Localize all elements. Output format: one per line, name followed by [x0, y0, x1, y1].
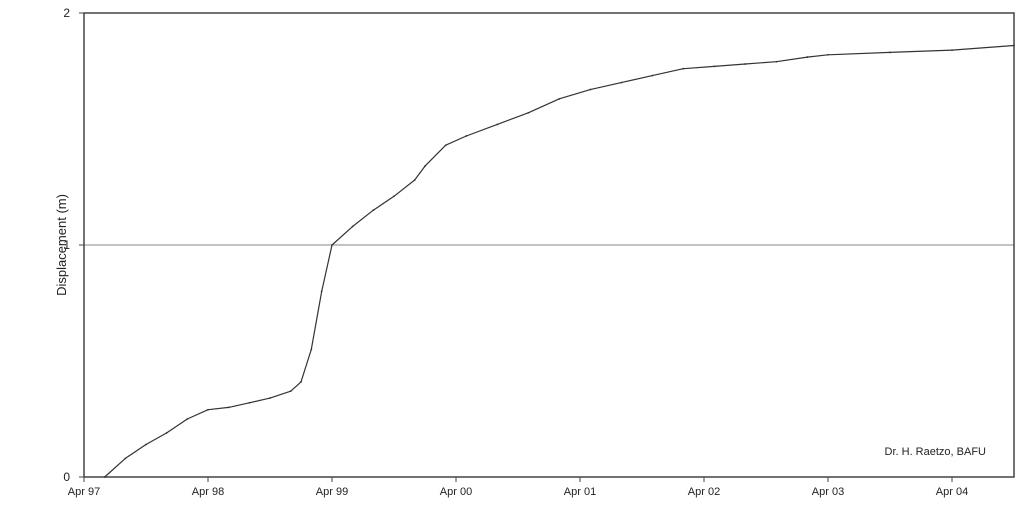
data-point	[744, 63, 747, 65]
data-point	[424, 165, 426, 168]
data-point	[620, 81, 623, 84]
data-point	[775, 60, 778, 63]
data-point	[103, 476, 106, 478]
x-tick-label: Apr 02	[688, 486, 720, 498]
data-point	[289, 390, 292, 393]
x-tick-label: Apr 99	[316, 486, 348, 498]
data-point	[806, 56, 809, 58]
data-point	[207, 408, 209, 411]
credit-annotation: Dr. H. Raetzo, BAFU	[885, 446, 987, 458]
data-point	[269, 397, 271, 400]
x-tick-label: Apr 98	[192, 486, 224, 498]
series-line	[104, 44, 1015, 478]
x-tick-label: Apr 01	[564, 486, 596, 498]
data-point	[393, 195, 395, 198]
series-layer	[103, 44, 1015, 478]
data-point	[331, 244, 333, 246]
y-tick-label: 1	[63, 238, 70, 252]
data-point	[310, 348, 313, 351]
data-point	[1013, 44, 1015, 47]
data-point	[827, 53, 829, 56]
data-point	[527, 111, 530, 114]
data-point	[651, 74, 654, 77]
x-tick-label: Apr 00	[440, 486, 472, 498]
x-tick-label: Apr 03	[812, 486, 844, 498]
data-point	[889, 51, 891, 54]
data-point	[372, 209, 375, 212]
x-tick-label: Apr 97	[68, 486, 100, 498]
data-point	[444, 144, 447, 147]
y-tick-layer: 0 1 2	[63, 6, 84, 484]
y-axis-label: Displacement (m)	[54, 194, 69, 296]
data-point	[300, 380, 302, 383]
data-point	[351, 225, 354, 228]
data-point	[124, 457, 127, 460]
data-point	[589, 88, 592, 91]
x-tick-layer: Apr 97 Apr 98 Apr 99 Apr 00 Apr 01 Apr 02 Apr …	[68, 477, 968, 498]
data-point	[248, 401, 251, 404]
y-tick-label: 0	[63, 470, 70, 484]
data-point	[227, 406, 230, 409]
data-point	[951, 49, 953, 52]
data-point	[145, 443, 147, 446]
data-point	[320, 290, 323, 293]
data-point	[465, 135, 468, 137]
data-point	[496, 123, 499, 126]
x-tick-label: Apr 04	[936, 486, 968, 498]
data-point	[558, 97, 561, 100]
data-point	[186, 418, 189, 420]
y-tick-label: 2	[63, 6, 70, 20]
data-point	[165, 432, 168, 434]
data-point	[413, 179, 416, 181]
data-point	[682, 67, 685, 70]
data-point	[713, 65, 716, 68]
